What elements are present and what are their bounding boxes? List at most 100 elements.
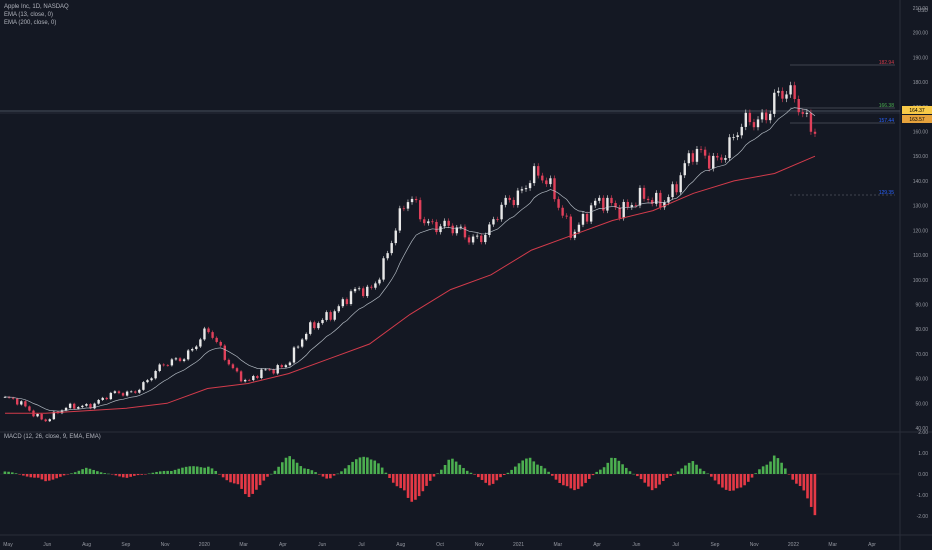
candle-body [492,219,495,225]
macd-histogram-bar [188,466,192,474]
candle-body [610,197,613,204]
macd-histogram-bar [802,474,806,491]
candle-body [585,213,589,222]
macd-histogram-bar [351,461,354,474]
macd-histogram-bar [373,460,377,474]
candle-body [642,187,646,199]
time-tick-label: Nov [475,542,484,548]
macd-histogram-bar [473,474,476,475]
macd-histogram-bar [317,474,321,475]
macd-histogram-bar [225,474,229,481]
macd-histogram-bar [584,474,587,483]
candle-body [561,207,564,216]
time-tick-label: Mar [828,542,837,548]
candle-body [443,220,446,227]
macd-histogram-bar [340,471,343,474]
candle-body [260,369,263,379]
macd-histogram-bar [795,474,798,484]
candle-body [24,401,27,407]
candle-body [284,365,288,368]
macd-histogram-bar [743,474,746,486]
candle-body [679,175,682,193]
macd-histogram-bar [624,467,628,474]
price-tick-label: 180.00 [913,80,929,86]
candle-body [366,286,369,297]
candle-body [614,203,617,208]
price-tick-label: 50.00 [915,401,928,407]
macd-histogram-bar [706,473,709,474]
current-price-badge [902,106,932,114]
annotation-label-high: 182.94 [879,60,895,66]
candle-body [252,376,255,381]
macd-histogram-bar [691,461,695,474]
candle-body [93,403,96,409]
candle-body [475,235,479,237]
macd-histogram-bar [77,470,81,474]
candle-body [528,183,532,189]
macd-histogram-bar [36,474,40,478]
candle-body [805,112,809,114]
candle-body [594,200,597,206]
macd-histogram-bar [539,465,543,474]
macd-histogram-bar [158,471,162,474]
candle-body [569,216,572,238]
candle-body [317,323,320,329]
macd-histogram-bar [162,470,166,474]
macd-histogram-bar [417,474,421,497]
macd-histogram-bar [236,474,240,485]
macd-histogram-bar [66,474,70,475]
candle-body [716,155,719,158]
macd-histogram-bar [787,474,791,475]
macd-histogram-bar [103,473,107,474]
candle-body [720,157,723,160]
candle-body [630,205,634,208]
time-tick-label: Apr [868,542,876,548]
macd-histogram-bar [761,466,765,474]
candle-body [288,362,292,366]
macd-histogram-bar [210,468,214,474]
macd-histogram-bar [547,471,550,474]
macd-histogram-bar [284,457,288,474]
candle-body [3,396,7,398]
macd-histogram-bar [88,468,92,474]
candle-body [650,200,654,204]
candle-body [785,94,788,99]
macd-histogram-bar [247,474,251,497]
macd-histogram-bar [70,473,73,474]
ema-slow-legend[interactable]: EMA (200, close, 0) [4,20,57,26]
candle-body [537,166,540,176]
candle-body [435,221,438,233]
macd-histogram-bar [18,474,21,475]
macd-histogram-bar [7,471,10,474]
macd-histogram-bar [617,460,621,474]
candle-body [268,369,271,371]
candle-body [427,221,430,224]
macd-histogram-bar [295,462,299,474]
candle-body [797,99,800,113]
candle-body [606,197,609,211]
price-tick-label: 140.00 [913,179,929,185]
symbol-legend[interactable]: Apple Inc, 1D, NASDAQ [4,4,69,10]
time-tick-label: Aug [82,542,91,548]
candle-body [801,112,804,114]
candle-body [732,137,735,138]
macd-histogram-bar [140,474,144,475]
candle-body [16,398,19,405]
macd-histogram-bar [377,463,380,474]
macd-histogram-bar [550,474,554,476]
time-tick-label: Mar [239,542,248,548]
candle-body [374,283,377,288]
candle-body [598,197,601,201]
macd-histogram-bar [650,474,654,491]
ema-fast-legend[interactable]: EMA (13, close, 0) [4,12,54,18]
candle-body [431,221,434,223]
macd-histogram-bar [673,474,676,475]
macd-legend[interactable]: MACD (12, 26, close, 9, EMA, EMA) [4,434,101,440]
time-tick-label: Nov [161,542,170,548]
macd-histogram-bar [218,474,221,475]
macd-histogram-bar [29,474,33,478]
candle-body [769,113,772,121]
candle-body [581,213,585,225]
candle-body [777,90,780,93]
